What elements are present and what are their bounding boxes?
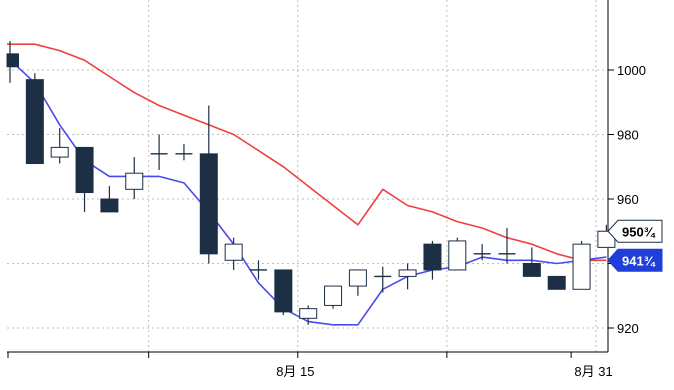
- candle: [125, 157, 144, 199]
- candle-body-up: [572, 243, 591, 290]
- candle-body-up: [348, 269, 367, 287]
- last-price-tag: 950¾: [607, 219, 663, 243]
- price-tag-text: 941¾: [622, 253, 656, 268]
- candle-body-down: [547, 275, 566, 290]
- candle-body-down: [100, 198, 119, 213]
- candle: [299, 305, 318, 325]
- candle: [547, 275, 566, 290]
- candle: [374, 266, 392, 293]
- candle: [100, 186, 119, 213]
- candle-body-up: [50, 146, 69, 158]
- candles-layer: [6, 40, 616, 325]
- candle: [448, 237, 467, 271]
- candle: [398, 263, 417, 290]
- candle-body-down: [25, 79, 44, 165]
- price-tag-shape: [607, 248, 663, 272]
- candle: [522, 247, 541, 277]
- candle: [224, 237, 243, 270]
- candle-body-down: [522, 263, 541, 277]
- grid-layer: [7, 0, 608, 352]
- candle: [6, 40, 19, 83]
- x-tick-label: 8月 15: [276, 364, 314, 379]
- candle-body-up: [299, 308, 318, 319]
- candle-body-down: [199, 153, 218, 255]
- axis-layer: 920 960 980 1000 8月 15 8月 31: [7, 0, 646, 379]
- candle-body-up: [448, 240, 467, 271]
- slow-ma-line: [7, 43, 607, 262]
- moving-average-layer: [6, 43, 607, 326]
- candle-body-down: [423, 243, 442, 271]
- candle: [50, 128, 69, 164]
- price-label-layer: 950¾ 941¾: [607, 219, 663, 272]
- price-tag-text: 950¾: [622, 224, 656, 239]
- x-tick-label: 8月 31: [574, 364, 612, 379]
- candle: [75, 146, 94, 212]
- price-tag-shape: [607, 219, 663, 243]
- candle-body-down: [6, 53, 19, 68]
- candle: [473, 244, 491, 261]
- y-tick-label: 1000: [617, 63, 646, 78]
- candle-body-up: [398, 269, 417, 277]
- candle-body-up: [324, 285, 343, 306]
- candle: [274, 269, 293, 316]
- candle-body-up: [224, 243, 243, 261]
- candle: [199, 105, 218, 264]
- y-tick-label: 980: [617, 128, 639, 143]
- y-tick-label: 960: [617, 192, 639, 207]
- candle: [572, 240, 591, 290]
- candle: [348, 269, 367, 296]
- candle: [25, 73, 44, 165]
- candle-body-down: [75, 146, 94, 194]
- ma-price-tag: 941¾: [607, 248, 663, 272]
- candle: [597, 224, 616, 248]
- candle: [423, 240, 442, 280]
- candle: [498, 228, 516, 264]
- candle: [175, 144, 193, 161]
- candle-body-down: [274, 269, 293, 313]
- candle: [250, 260, 267, 280]
- fast-ma-line: [6, 56, 607, 326]
- candle-body-up: [125, 172, 144, 190]
- candle: [324, 285, 343, 309]
- y-tick-label: 920: [617, 321, 639, 336]
- candle: [150, 134, 168, 170]
